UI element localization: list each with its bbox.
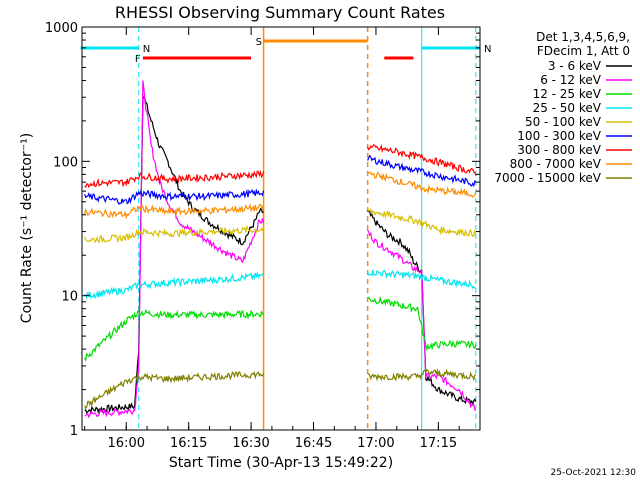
annotation-label: F	[135, 54, 141, 65]
legend-label: 50 - 100 keV	[525, 115, 602, 129]
plot-area: FN NS	[80, 27, 491, 430]
series-line	[84, 169, 265, 189]
footer-date: 25-Oct-2021 12:30	[551, 468, 637, 478]
x-tick-label: 16:00	[108, 436, 145, 451]
series-line	[367, 207, 477, 237]
x-tick-label: 16:15	[170, 436, 207, 451]
legend-label: 6 - 12 keV	[540, 73, 602, 87]
y-tick-label: 1000	[45, 21, 78, 36]
series-line	[84, 225, 265, 244]
series-line	[367, 143, 477, 176]
series-line	[84, 308, 265, 362]
legend: Det 1,3,4,5,6,9, FDecim 1, Att 0 3 - 6 k…	[494, 30, 632, 185]
annotation-label: N	[484, 44, 491, 55]
axes: 16:00 16:15 16:30 16:45 17:00 17:15 1 10 100 1000	[45, 21, 481, 451]
legend-label: 100 - 300 keV	[517, 129, 601, 143]
legend-label: 12 - 25 keV	[533, 87, 602, 101]
y-tick-label: 10	[61, 290, 78, 305]
legend-header-line-1: Det 1,3,4,5,6,9,	[536, 30, 630, 44]
series-line	[367, 154, 477, 188]
legend-label: 7000 - 15000 keV	[494, 171, 601, 185]
series-line	[84, 203, 265, 220]
x-tick-label: 16:45	[295, 436, 332, 451]
series-line	[367, 229, 477, 411]
annotation-label: S	[256, 37, 262, 48]
chart-title: RHESSI Observing Summary Count Rates	[115, 3, 445, 22]
y-axis-label: Count Rate (s⁻¹ detector⁻¹)	[19, 133, 35, 323]
plot-frame	[81, 26, 481, 431]
series-line	[84, 271, 265, 300]
series-line	[367, 368, 476, 382]
legend-label: 300 - 800 keV	[517, 143, 601, 157]
legend-header-line-2: FDecim 1, Att 0	[537, 44, 630, 58]
x-tick-label: 17:00	[357, 436, 394, 451]
legend-label: 25 - 50 keV	[533, 101, 602, 115]
x-tick-label: 17:15	[420, 436, 457, 451]
series-line	[367, 295, 477, 352]
series-line	[84, 370, 265, 410]
series-layer	[84, 80, 477, 419]
y-tick-label: 1	[70, 424, 78, 439]
x-axis-label: Start Time (30-Apr-13 15:49:22)	[169, 455, 393, 471]
y-tick-label: 100	[53, 155, 78, 170]
legend-label: 3 - 6 keV	[548, 59, 602, 73]
annotation-layer: FN NS	[80, 27, 491, 430]
series-line	[367, 171, 477, 198]
x-tick-label: 16:30	[232, 436, 269, 451]
series-line	[84, 188, 265, 206]
annotation-label: N	[143, 44, 150, 55]
legend-label: 800 - 7000 keV	[510, 157, 602, 171]
series-line	[367, 269, 476, 290]
